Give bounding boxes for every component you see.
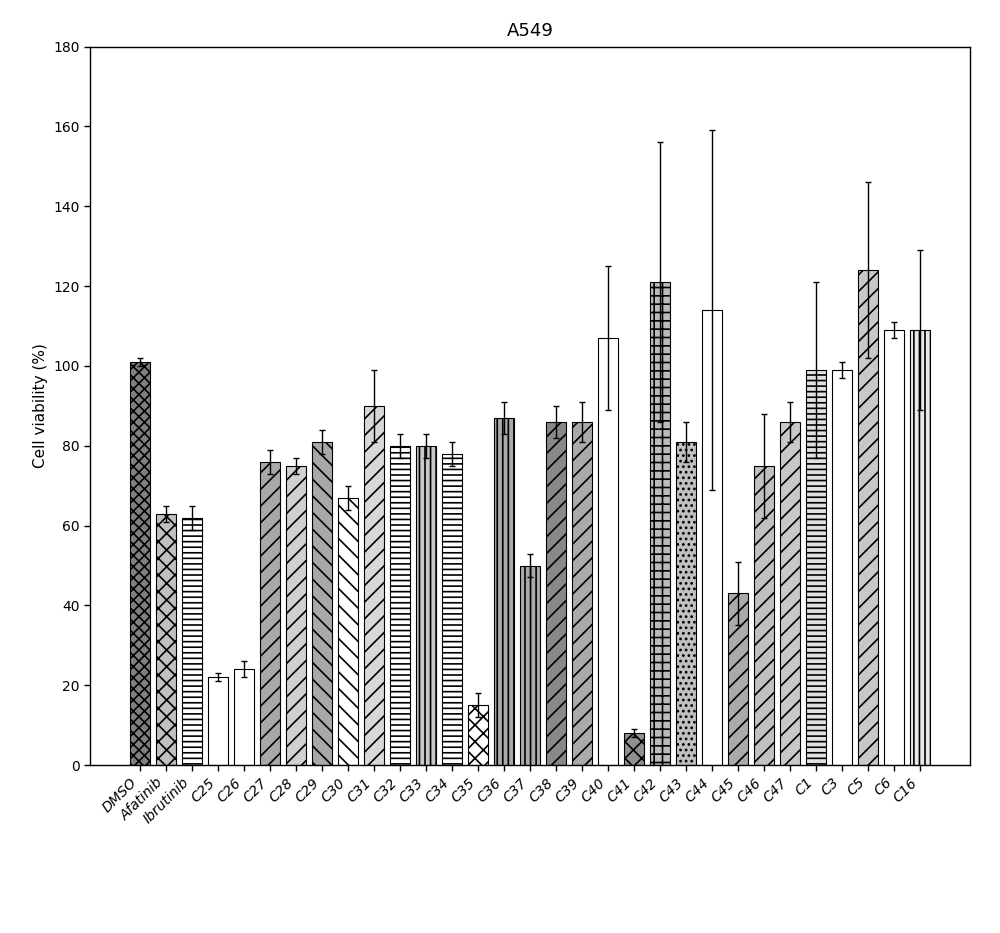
Bar [312,442,332,765]
Bar [182,518,202,765]
Bar [390,446,410,765]
Bar [546,422,566,765]
Bar [338,497,358,765]
Bar [702,310,722,765]
Bar [858,271,878,765]
Bar [650,282,670,765]
Bar [780,422,800,765]
Y-axis label: Cell viability (%): Cell viability (%) [33,343,48,468]
Bar [598,338,618,765]
Bar [520,565,540,765]
Bar [156,514,176,765]
Bar [286,466,306,765]
Bar [676,442,696,765]
Bar [832,370,852,765]
Bar [130,362,150,765]
Bar [416,446,436,765]
Bar [884,330,904,765]
Bar [572,422,592,765]
Bar [260,462,280,765]
Bar [494,418,514,765]
Title: A549: A549 [507,21,553,39]
Bar [234,669,254,765]
Bar [208,677,228,765]
Bar [364,406,384,765]
Bar [728,593,748,765]
Bar [910,330,930,765]
Bar [754,466,774,765]
Bar [806,370,826,765]
Bar [442,453,462,765]
Bar [468,705,488,765]
Bar [624,733,644,765]
